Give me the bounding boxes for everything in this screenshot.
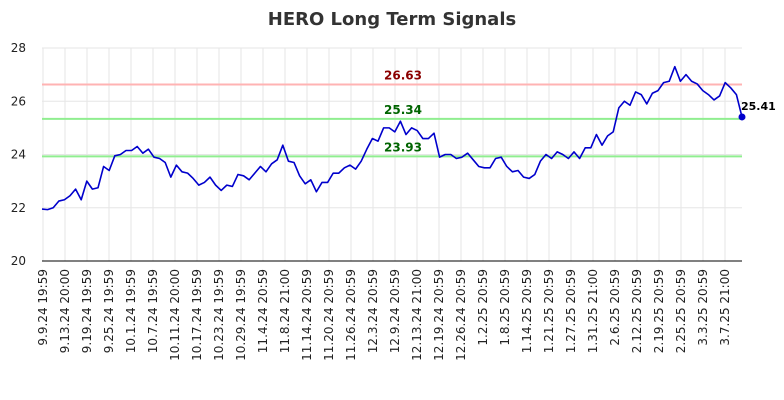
x-tick-label: 9.19.24 19:59: [80, 269, 94, 353]
x-tick-label: 12.26.24 20:59: [454, 269, 468, 361]
y-tick-label: 28: [11, 41, 26, 55]
last-point-marker: [738, 113, 746, 121]
x-tick-label: 11.4.24 20:59: [256, 269, 270, 353]
x-tick-label: 12.19.24 20:59: [432, 269, 446, 361]
x-tick-label: 1.27.25 20:59: [564, 269, 578, 353]
x-tick-label: 12.13.24 21:00: [410, 269, 424, 361]
chart-title: HERO Long Term Signals: [268, 9, 516, 30]
y-tick-label: 22: [11, 201, 26, 215]
reference-lines: [42, 83, 742, 158]
reference-line-label: 23.93: [384, 140, 422, 154]
x-tick-label: 1.14.25 20:59: [520, 269, 534, 353]
reference-line-label: 26.63: [384, 68, 422, 82]
x-tick-label: 1.2.25 20:59: [476, 269, 490, 346]
series-line: [41, 65, 743, 211]
x-tick-label: 10.7.24 19:59: [146, 269, 160, 353]
x-tick-label: 12.9.24 20:59: [388, 269, 402, 353]
x-tick-label: 11.26.24 20:59: [344, 269, 358, 361]
x-tick-label: 2.25.25 20:59: [674, 269, 688, 353]
x-tick-label: 1.8.25 20:59: [498, 269, 512, 346]
x-tick-label: 9.9.24 19:59: [36, 269, 50, 346]
x-tick-labels: 9.9.24 19:59 9.13.24 20:00 9.19.24 19:59 9.…: [36, 269, 732, 361]
annotations: 26.63 25.34 23.93 25.41: [384, 68, 776, 154]
x-tick-label: 11.20.24 20:59: [322, 269, 336, 361]
x-tick-label: 10.29.24 19:59: [234, 269, 248, 361]
reference-line-label: 25.34: [384, 103, 422, 117]
x-tick-label: 12.3.24 20:59: [366, 269, 380, 353]
y-tick-labels: 20 22 24 26 28: [11, 41, 26, 268]
x-tick-label: 10.23.24 19:59: [212, 269, 226, 361]
x-tick-label: 11.8.24 21:00: [278, 269, 292, 353]
x-tick-label: 1.31.25 21:00: [586, 269, 600, 353]
y-tick-label: 24: [11, 148, 26, 162]
x-tick-label: 3.3.25 20:59: [696, 269, 710, 346]
y-tick-label: 26: [11, 94, 26, 108]
x-tick-label: 10.1.24 19:59: [124, 269, 138, 353]
last-value-label: 25.41: [741, 100, 776, 113]
x-tick-label: 11.14.24 20:59: [300, 269, 314, 361]
x-tick-label: 2.6.25 20:59: [608, 269, 622, 346]
x-tick-label: 2.12.25 20:59: [630, 269, 644, 353]
x-tick-label: 9.25.24 19:59: [102, 269, 116, 353]
x-tick-label: 2.19.25 20:59: [652, 269, 666, 353]
y-tick-label: 20: [11, 254, 26, 268]
x-tick-label: 10.17.24 19:59: [190, 269, 204, 361]
x-tick-label: 3.7.25 21:00: [718, 269, 732, 346]
x-tick-label: 10.11.24 20:00: [168, 269, 182, 361]
x-tick-label: 9.13.24 20:00: [58, 269, 72, 353]
series: [41, 65, 746, 211]
x-tick-label: 1.21.25 20:59: [542, 269, 556, 353]
